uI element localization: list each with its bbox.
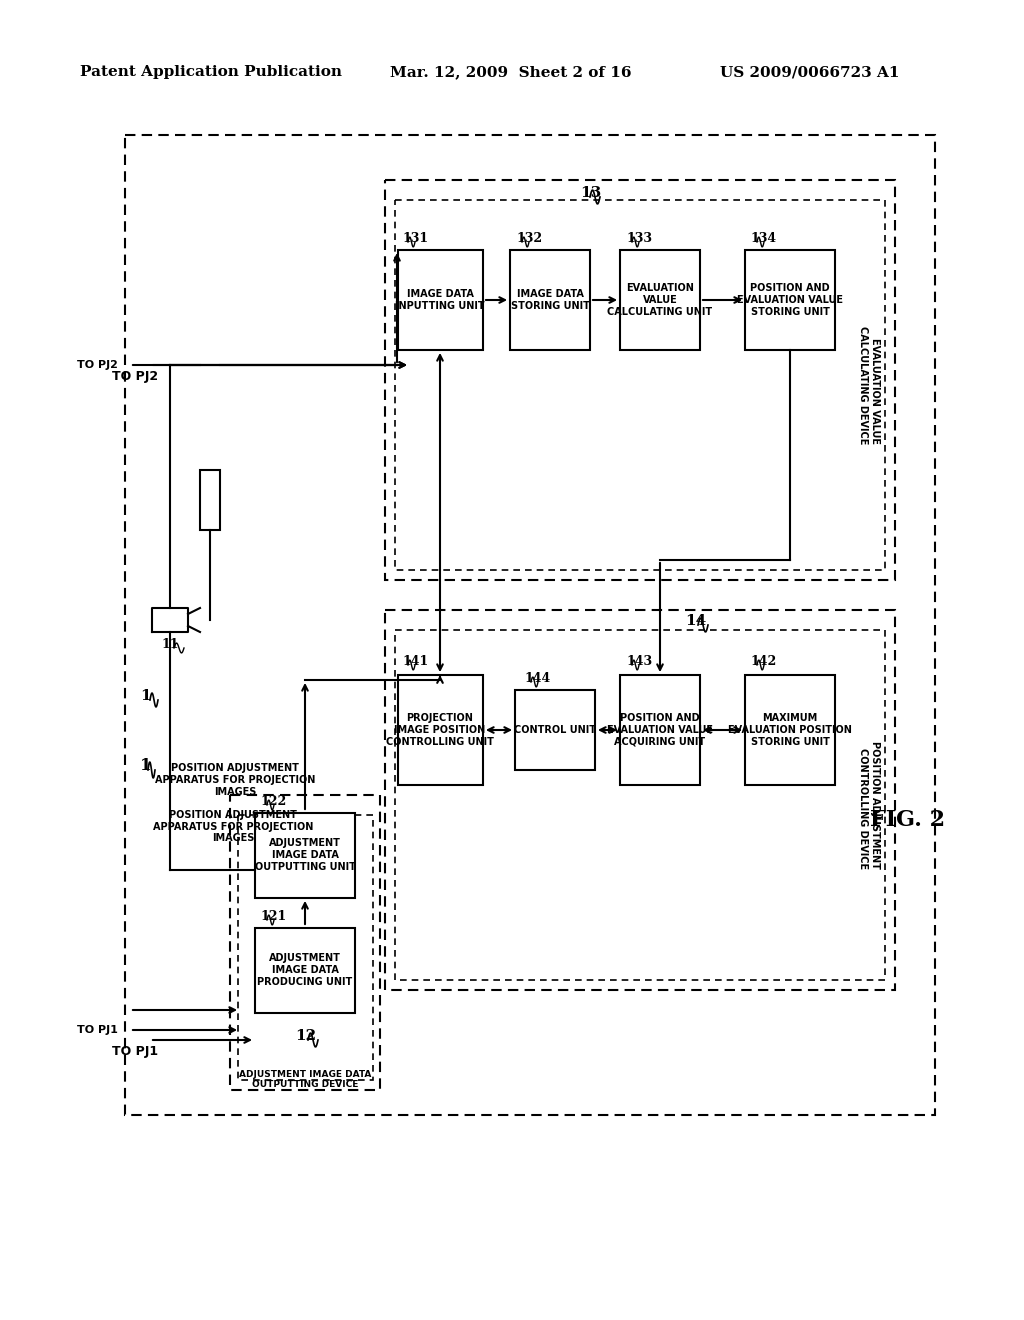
Text: 143: 143 xyxy=(626,655,652,668)
Text: US 2009/0066723 A1: US 2009/0066723 A1 xyxy=(720,65,899,79)
Text: 134: 134 xyxy=(751,232,777,246)
Text: 14: 14 xyxy=(685,614,707,628)
Text: FIG. 2: FIG. 2 xyxy=(870,809,945,832)
Text: CONTROL UNIT: CONTROL UNIT xyxy=(514,725,596,735)
Text: 133: 133 xyxy=(626,232,652,246)
Text: EVALUATION
VALUE
CALCULATING UNIT: EVALUATION VALUE CALCULATING UNIT xyxy=(607,284,713,317)
Text: 141: 141 xyxy=(402,655,428,668)
Text: ADJUSTMENT IMAGE DATA
OUTPUTTING DEVICE: ADJUSTMENT IMAGE DATA OUTPUTTING DEVICE xyxy=(240,1071,372,1089)
Text: IMAGE DATA
STORING UNIT: IMAGE DATA STORING UNIT xyxy=(511,289,590,310)
Text: TO PJ2: TO PJ2 xyxy=(112,370,158,383)
Text: 12: 12 xyxy=(295,1030,316,1043)
Text: 132: 132 xyxy=(516,232,542,246)
Text: POSITION AND
EVALUATION VALUE
STORING UNIT: POSITION AND EVALUATION VALUE STORING UN… xyxy=(737,284,843,317)
Text: TO PJ2: TO PJ2 xyxy=(77,360,118,370)
Text: PROJECTION
IMAGE POSITION
CONTROLLING UNIT: PROJECTION IMAGE POSITION CONTROLLING UN… xyxy=(386,713,494,747)
FancyBboxPatch shape xyxy=(255,928,355,1012)
FancyBboxPatch shape xyxy=(510,249,590,350)
FancyBboxPatch shape xyxy=(620,675,700,785)
FancyBboxPatch shape xyxy=(200,470,220,531)
FancyBboxPatch shape xyxy=(745,249,835,350)
Text: 144: 144 xyxy=(525,672,551,685)
Text: 122: 122 xyxy=(261,795,288,808)
Text: ADJUSTMENT
IMAGE DATA
OUTPUTTING UNIT: ADJUSTMENT IMAGE DATA OUTPUTTING UNIT xyxy=(255,838,355,871)
Text: 142: 142 xyxy=(751,655,777,668)
Text: ADJUSTMENT
IMAGE DATA
PRODUCING UNIT: ADJUSTMENT IMAGE DATA PRODUCING UNIT xyxy=(257,953,352,986)
Text: POSITION ADJUSTMENT
CONTROLLING DEVICE: POSITION ADJUSTMENT CONTROLLING DEVICE xyxy=(858,741,880,869)
Text: Mar. 12, 2009  Sheet 2 of 16: Mar. 12, 2009 Sheet 2 of 16 xyxy=(390,65,632,79)
Text: TO PJ1: TO PJ1 xyxy=(77,1026,118,1035)
Text: 13: 13 xyxy=(580,186,601,201)
Text: EVALUATION VALUE
CALCULATING DEVICE: EVALUATION VALUE CALCULATING DEVICE xyxy=(858,326,880,445)
Text: 121: 121 xyxy=(261,909,288,923)
Text: 131: 131 xyxy=(402,232,428,246)
FancyBboxPatch shape xyxy=(255,813,355,898)
Text: POSITION ADJUSTMENT
APPARATUS FOR PROJECTION
IMAGES: POSITION ADJUSTMENT APPARATUS FOR PROJEC… xyxy=(155,763,315,796)
FancyBboxPatch shape xyxy=(515,690,595,770)
FancyBboxPatch shape xyxy=(745,675,835,785)
Text: POSITION AND
EVALUATION VALUE
ACQUIRING UNIT: POSITION AND EVALUATION VALUE ACQUIRING … xyxy=(607,713,713,747)
Text: IMAGE DATA
INPUTTING UNIT: IMAGE DATA INPUTTING UNIT xyxy=(395,289,484,310)
Text: MAXIMUM
EVALUATION POSITION
STORING UNIT: MAXIMUM EVALUATION POSITION STORING UNIT xyxy=(728,713,852,747)
Text: POSITION ADJUSTMENT
APPARATUS FOR PROJECTION
IMAGES: POSITION ADJUSTMENT APPARATUS FOR PROJEC… xyxy=(153,810,313,843)
Text: 11: 11 xyxy=(161,638,179,651)
Text: Patent Application Publication: Patent Application Publication xyxy=(80,65,342,79)
FancyBboxPatch shape xyxy=(397,249,482,350)
Text: TO PJ1: TO PJ1 xyxy=(112,1045,158,1059)
Text: 1: 1 xyxy=(140,689,151,704)
Text: 1: 1 xyxy=(140,756,152,774)
FancyBboxPatch shape xyxy=(620,249,700,350)
FancyBboxPatch shape xyxy=(397,675,482,785)
